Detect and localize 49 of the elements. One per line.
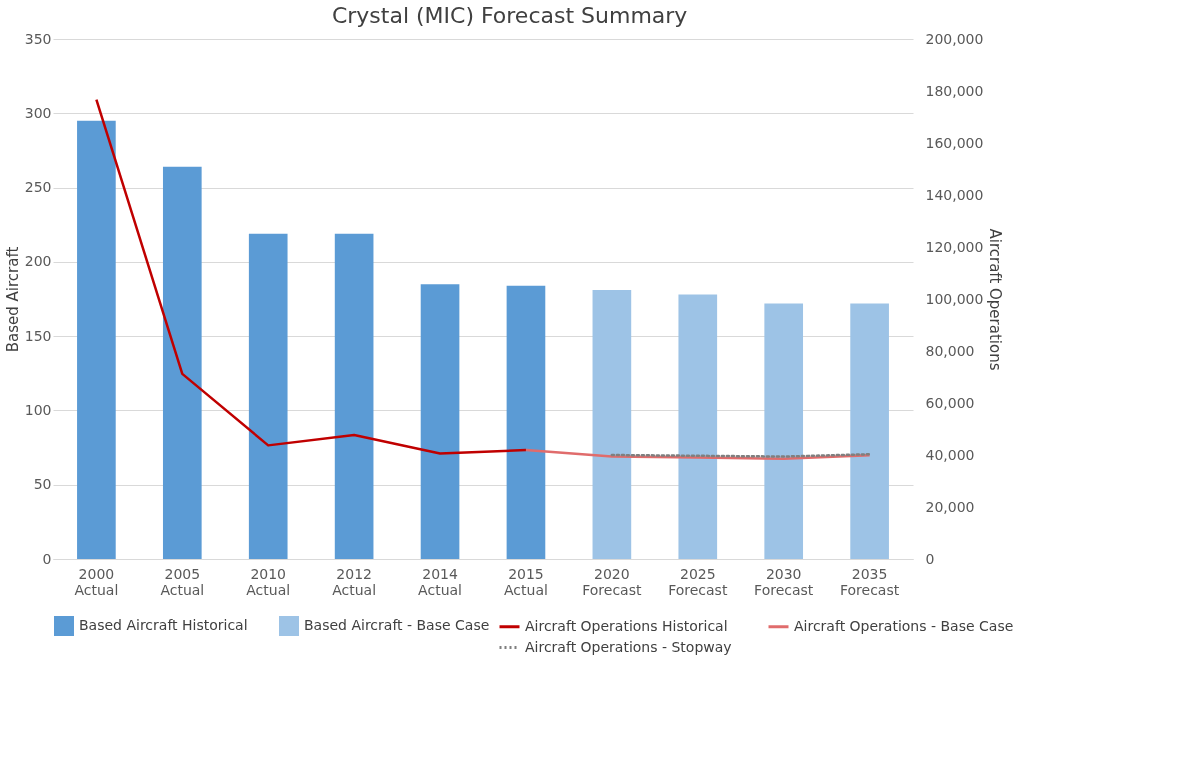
legend-label: Aircraft Operations - Base Case (794, 617, 1014, 634)
x-tick-label: 2005 Actual (160, 565, 205, 598)
y2-tick-label: 60,000 (925, 394, 975, 411)
y-tick-label: 200 (24, 253, 52, 270)
x-tick-label: 2035 Forecast (839, 565, 900, 598)
y2-tick-label: 40,000 (925, 446, 975, 463)
x-tick-label: 2015 Actual (504, 565, 548, 598)
x-tick-label: 2010 Actual (246, 565, 291, 598)
y2-tick-label: 100,000 (925, 290, 984, 307)
chart-title: Crystal (MIC) Forecast Summary (331, 3, 688, 28)
x-tick-label: 2030 Forecast (754, 565, 814, 598)
bar (764, 303, 804, 559)
y2-tick-label: 160,000 (925, 134, 984, 151)
x-tick-label: 2020 Forecast (582, 565, 642, 598)
bar (850, 303, 889, 559)
y2-tick-label: 0 (925, 550, 935, 567)
bar (592, 290, 632, 559)
y2-tick-label: 80,000 (925, 342, 975, 359)
y-tick-label: 250 (24, 179, 52, 196)
bar (162, 166, 202, 559)
line-series (524, 448, 871, 460)
legend-label: Aircraft Operations - Stopway (525, 638, 732, 655)
bar (506, 285, 546, 559)
legend-label: Based Aircraft Historical (79, 617, 248, 633)
legend-label: Based Aircraft - Base Case (304, 617, 490, 633)
line-series (95, 98, 528, 455)
x-tick-label: 2025 Forecast (668, 565, 728, 598)
bar (248, 233, 288, 559)
y-tick-label: 150 (24, 327, 52, 344)
y-tick-label: 50 (33, 476, 52, 493)
y2-axis-title: Aircraft Operations (986, 228, 1005, 371)
x-tick-label: 2000 Actual (74, 565, 119, 598)
y2-tick-label: 20,000 (925, 498, 975, 515)
y-tick-label: 0 (42, 550, 52, 567)
y2-tick-label: 140,000 (925, 186, 984, 203)
legend-label: Aircraft Operations Historical (525, 617, 728, 634)
bar (678, 294, 718, 559)
y-tick-label: 300 (24, 104, 52, 121)
y2-tick-label: 200,000 (925, 30, 984, 47)
bar (77, 120, 116, 559)
y-axis-title: Based Aircraft (3, 246, 22, 353)
bar (334, 233, 374, 559)
y-tick-label: 100 (24, 401, 52, 418)
y2-tick-label: 180,000 (925, 82, 984, 99)
x-tick-label: 2014 Actual (418, 565, 462, 598)
bar (420, 284, 460, 559)
x-tick-label: 2012 Actual (332, 565, 377, 598)
y-tick-label: 350 (24, 30, 52, 47)
y2-tick-label: 120,000 (925, 238, 984, 255)
